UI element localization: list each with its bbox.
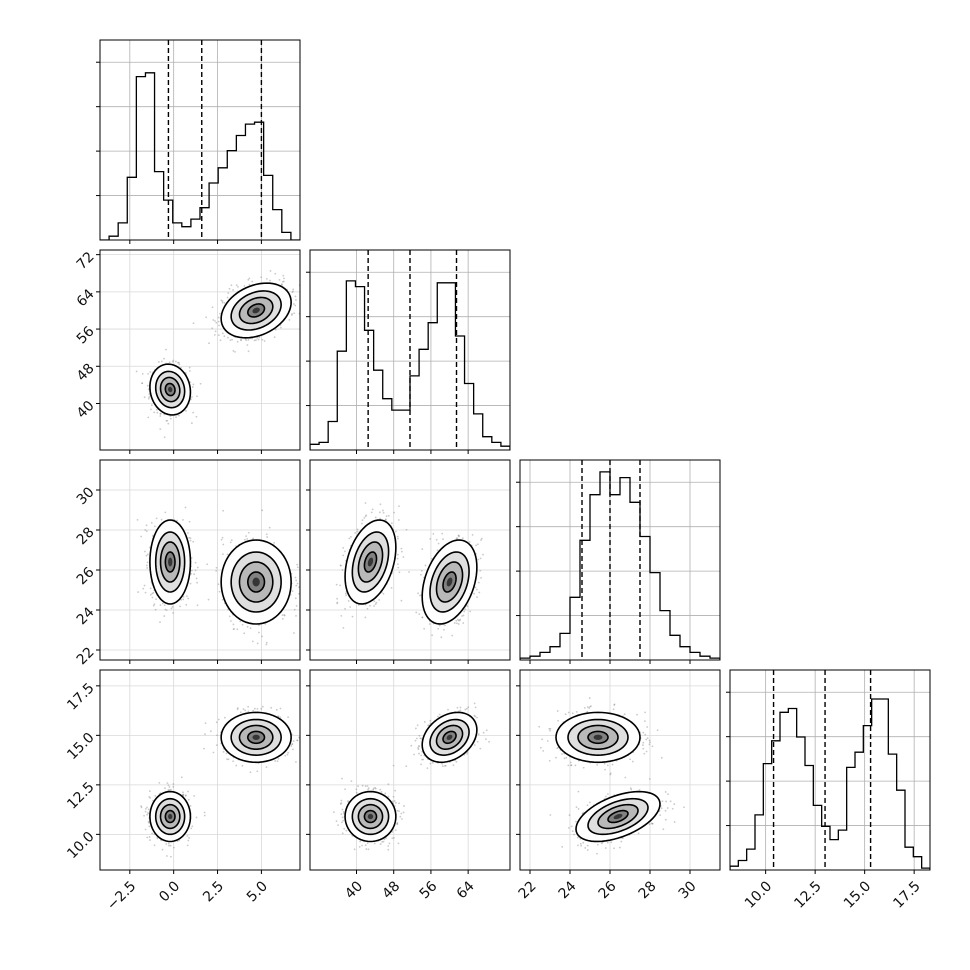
histogram-step [310, 280, 510, 450]
histogram-step [100, 72, 300, 240]
panel-frame [519, 669, 721, 871]
panel-frame [309, 459, 511, 661]
panel-frame [309, 249, 511, 451]
x-tick-label: 26 [596, 878, 620, 902]
histogram-step [520, 471, 720, 660]
x-tick-label: 48 [379, 878, 403, 902]
density-contours [149, 282, 292, 416]
y-tick-label: 24 [74, 604, 98, 628]
density-contours [149, 519, 292, 625]
x-tick-label: 28 [636, 878, 660, 902]
density-contours [149, 711, 292, 843]
gridlines [100, 670, 300, 870]
panel-2-0: 22 24 26 28 30 [74, 459, 301, 668]
x-tick-label: 22 [516, 878, 540, 902]
y-tick-label: 64 [74, 286, 98, 310]
panel-2-1 [306, 459, 511, 664]
panel-3-2: 22 24 26 28 30 [516, 669, 721, 902]
x-tick-label: 12.5 [791, 878, 824, 911]
density-contours [555, 711, 661, 843]
x-tick-label: 5.0 [244, 878, 271, 905]
panels-layer: 40 48 56 64 72 22 24 26 28 30 10.0 12.5 15.0 17.5 −2.5… [64, 39, 931, 914]
y-tick-label: 56 [74, 323, 98, 347]
y-tick-label: 15.0 [64, 730, 97, 763]
panel-0-0 [96, 39, 301, 244]
panel-3-3: 10.0 12.5 15.0 17.5 [726, 669, 931, 912]
y-tick-label: 10.0 [64, 829, 97, 862]
density-contours [344, 519, 478, 625]
y-tick-label: 30 [74, 484, 98, 508]
panel-frame [309, 669, 511, 871]
y-tick-label: 26 [74, 564, 98, 588]
panel-frame [99, 39, 301, 241]
gridlines [520, 670, 720, 870]
y-tick-label: 72 [74, 249, 98, 273]
histogram-step [730, 698, 930, 870]
y-tick-label: 17.5 [64, 680, 97, 713]
density-contours [344, 711, 478, 843]
y-tick-label: 28 [74, 524, 98, 548]
y-tick-label: 22 [74, 644, 98, 668]
x-tick-label: 30 [676, 878, 700, 902]
gridlines [310, 460, 510, 660]
x-tick-label: 17.5 [890, 878, 923, 911]
panel-frame [99, 669, 301, 871]
x-tick-label: 24 [556, 878, 580, 902]
x-tick-label: 64 [454, 878, 478, 902]
panel-frame [519, 459, 721, 661]
panel-3-0: 10.0 12.5 15.0 17.5 −2.5 0.0 2.5 5.0 [64, 669, 301, 914]
gridlines [100, 250, 300, 450]
x-tick-label: 2.5 [200, 878, 227, 905]
panel-3-1: 40 48 56 64 [306, 669, 511, 902]
gridlines [310, 670, 510, 870]
y-tick-label: 48 [74, 361, 98, 385]
x-tick-label: 15.0 [841, 878, 874, 911]
panel-1-1 [306, 249, 511, 454]
x-tick-label: 10.0 [742, 878, 775, 911]
x-tick-label: 56 [417, 878, 441, 902]
x-tick-label: 0.0 [156, 878, 183, 905]
x-tick-label: −2.5 [104, 878, 139, 913]
panel-2-2 [516, 459, 721, 664]
panel-frame [99, 459, 301, 661]
x-tick-label: 40 [342, 878, 366, 902]
y-tick-label: 12.5 [64, 779, 97, 812]
panel-frame [729, 669, 931, 871]
y-tick-label: 40 [74, 398, 98, 422]
panel-frame [99, 249, 301, 451]
panel-1-0: 40 48 56 64 72 [74, 249, 301, 454]
